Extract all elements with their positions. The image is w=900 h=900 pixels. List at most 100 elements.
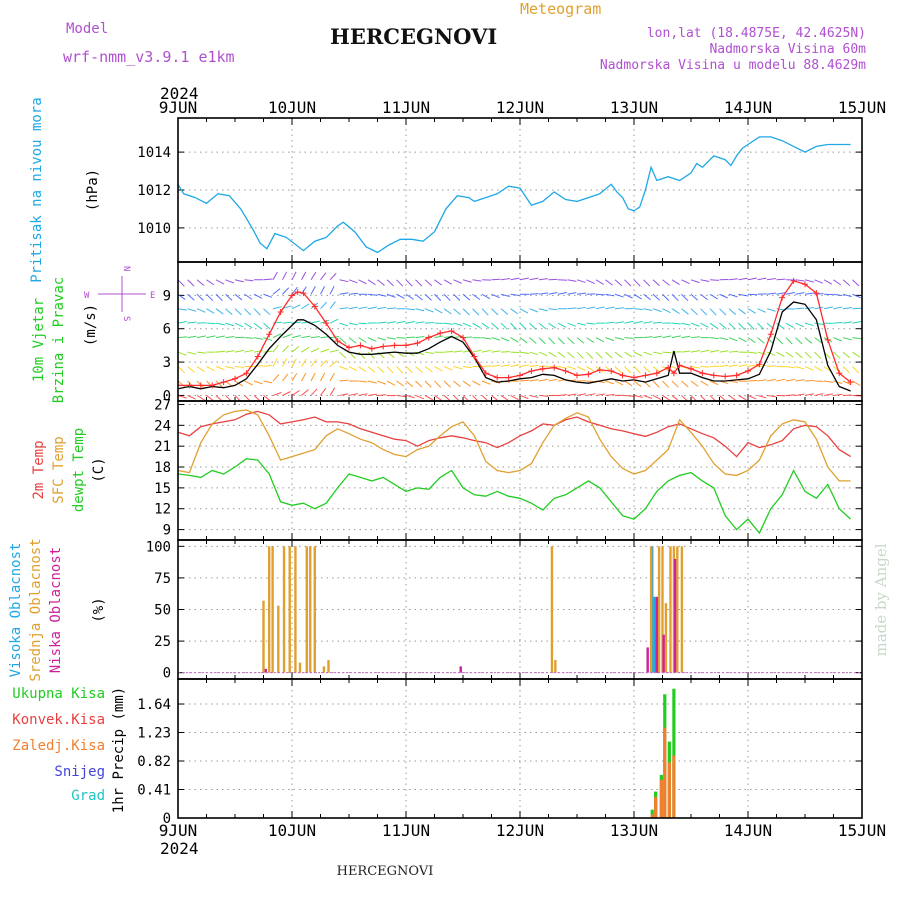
- wind-arrow: [339, 279, 349, 283]
- wind-arrow: [624, 394, 634, 397]
- wind-arrow: [671, 322, 682, 325]
- gust-marker: [836, 370, 843, 377]
- wind-arrow: [282, 358, 288, 367]
- wind-arrow: [567, 366, 577, 370]
- wind-arrow: [567, 337, 575, 345]
- wind-arrow: [795, 279, 805, 282]
- wind-arrow: [738, 322, 746, 330]
- wind-arrow: [320, 359, 328, 367]
- series-line: [177, 410, 851, 458]
- wind-arrow: [500, 322, 508, 330]
- wind-arrow: [443, 380, 451, 388]
- wind-arrow: [215, 322, 225, 326]
- wind-arrow: [367, 351, 375, 359]
- gust-marker: [710, 372, 717, 379]
- wind-arrow: [709, 380, 719, 386]
- wind-arrow: [681, 335, 691, 339]
- wind-arrow: [178, 321, 187, 324]
- wind-arrow: [814, 351, 822, 359]
- wind-arrow: [491, 337, 501, 341]
- wind-arrow: [187, 351, 197, 355]
- wind-arrow: [253, 380, 263, 385]
- station-elevation: Nadmorska Visina 60m: [709, 42, 866, 57]
- wind-arrow: [576, 351, 584, 359]
- wind-arrow: [500, 278, 510, 281]
- wind-arrow: [348, 322, 358, 326]
- wind-arrow: [491, 278, 501, 281]
- wind-arrow: [291, 373, 298, 382]
- wind-arrow: [576, 292, 586, 295]
- bar: [459, 666, 462, 673]
- wind-arrow: [367, 393, 377, 396]
- wind-arrow: [348, 351, 356, 359]
- gust-marker: [813, 290, 820, 297]
- wind-arrow: [814, 279, 824, 284]
- wind-arrow: [263, 308, 271, 316]
- wind-arrow: [567, 322, 577, 327]
- wind-arrow: [405, 308, 415, 311]
- wind-arrow: [367, 337, 377, 342]
- wind-arrow: [766, 351, 776, 356]
- wind-arrow: [196, 293, 204, 301]
- precip-snow-label: Snijeg: [54, 764, 105, 780]
- wind-arrow: [500, 364, 510, 368]
- y-tick-label: 1.23: [137, 726, 171, 742]
- gust-marker: [323, 320, 330, 327]
- wind-arrow: [519, 322, 527, 330]
- wind-arrow: [643, 279, 651, 287]
- wind-arrow: [804, 351, 812, 359]
- y-tick-label: 12: [154, 502, 171, 518]
- wind-arrow: [690, 293, 699, 301]
- wind-arrow: [301, 303, 310, 310]
- wind-arrow: [253, 337, 263, 340]
- bar: [271, 546, 274, 673]
- time-tick-label: 9JUN: [159, 821, 198, 840]
- wind-arrow: [529, 364, 539, 368]
- wind-arrow: [671, 293, 679, 302]
- wind-arrow: [643, 308, 653, 312]
- wind-arrow: [852, 380, 861, 387]
- wind-arrow: [842, 293, 852, 298]
- wind-arrow: [852, 320, 862, 324]
- gust-marker: [574, 372, 580, 379]
- wind-arrow: [785, 394, 796, 396]
- wind-arrow: [662, 380, 670, 388]
- wind-arrow: [405, 394, 415, 399]
- wind-arrow: [605, 337, 615, 342]
- wind-arrow: [196, 395, 205, 401]
- wind-arrow: [681, 322, 691, 326]
- wind-arrow: [576, 306, 586, 310]
- wind-arrow: [491, 364, 501, 368]
- bar: [294, 546, 297, 673]
- wind-arrow: [833, 337, 843, 342]
- wind-arrow: [557, 322, 567, 328]
- wind-arrow: [339, 366, 349, 371]
- wind-arrow: [671, 279, 680, 286]
- wind-arrow: [804, 292, 814, 295]
- wind-arrow: [576, 337, 585, 344]
- wind-arrow: [405, 380, 414, 388]
- wind-arrow: [624, 337, 634, 339]
- wind-arrow: [424, 293, 432, 301]
- wind-arrow: [605, 351, 613, 359]
- wind-arrow: [567, 351, 575, 359]
- series-group: [650, 688, 676, 818]
- wind-arrow: [700, 366, 710, 368]
- wind-arrow: [434, 308, 443, 314]
- gust-marker: [699, 370, 706, 377]
- wind-arrow: [443, 293, 451, 302]
- wind-arrow: [529, 293, 539, 295]
- wind-arrow: [253, 350, 263, 353]
- wind-arrow: [614, 293, 624, 298]
- wind-arrow: [396, 320, 406, 324]
- wind-arrow: [272, 271, 278, 281]
- wind-arrow: [253, 322, 262, 330]
- bar: [264, 668, 267, 673]
- wind-arrow: [719, 337, 729, 341]
- wind-arrow: [329, 318, 339, 324]
- wind-arrow: [757, 322, 765, 330]
- wind-unit: (m/s): [83, 304, 99, 346]
- wind-arrow: [842, 337, 852, 341]
- bar: [669, 546, 672, 673]
- bar: [650, 814, 654, 818]
